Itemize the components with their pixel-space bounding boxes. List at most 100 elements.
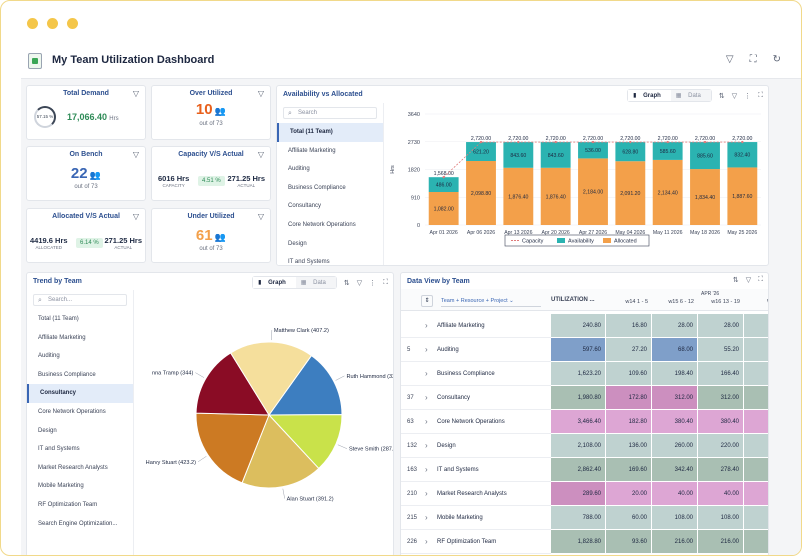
sort-icon[interactable]: ⇅ xyxy=(718,92,725,100)
fullscreen-icon[interactable]: ⛶ xyxy=(383,278,388,286)
table-cell[interactable]: 216.00 xyxy=(698,530,744,554)
table-cell[interactable]: 108.00 xyxy=(652,506,698,530)
sort-icon[interactable]: ⇅ xyxy=(343,279,350,287)
week-header[interactable]: W17 20 xyxy=(744,299,768,305)
team-list-item[interactable]: IT and Systems xyxy=(288,259,330,266)
minimize-dot-icon[interactable] xyxy=(47,18,58,29)
more-icon[interactable]: ⋮ xyxy=(744,92,752,100)
team-list-item[interactable]: Core Network Operations xyxy=(38,408,106,415)
filter-icon[interactable]: ▽ xyxy=(257,212,264,221)
table-cell[interactable]: 278.40 xyxy=(698,458,744,482)
table-cell[interactable]: 240.80 xyxy=(551,314,606,338)
filter-icon[interactable]: ▽ xyxy=(257,89,264,98)
filter-icon[interactable]: ▽ xyxy=(725,54,734,65)
chevron-right-icon[interactable]: › xyxy=(425,369,428,378)
filter-icon[interactable]: ▽ xyxy=(132,89,139,98)
chevron-right-icon[interactable]: › xyxy=(425,321,428,330)
team-list-item[interactable]: Consultancy xyxy=(27,384,133,403)
table-cell[interactable]: 1,623.20 xyxy=(551,362,606,386)
chevron-right-icon[interactable]: › xyxy=(425,345,428,354)
fullscreen-icon[interactable]: ⛶ xyxy=(749,54,757,65)
maximize-dot-icon[interactable] xyxy=(67,18,78,29)
team-list-item[interactable]: RF Optimization Team xyxy=(38,501,98,508)
table-cell[interactable]: 166.40 xyxy=(698,362,744,386)
table-cell[interactable]: 136.00 xyxy=(606,434,652,458)
table-cell[interactable]: 220.00 xyxy=(698,434,744,458)
filter-icon[interactable]: ▽ xyxy=(132,212,139,221)
team-list-item[interactable]: Business Compliance xyxy=(288,184,346,191)
table-cell[interactable]: 342.40 xyxy=(652,458,698,482)
table-cell[interactable]: 40.00 xyxy=(698,482,744,506)
filter-icon[interactable]: ▽ xyxy=(356,279,363,287)
team-list-item[interactable]: Auditing xyxy=(288,166,310,173)
close-dot-icon[interactable] xyxy=(27,18,38,29)
team-list-item[interactable]: IT and Systems xyxy=(38,446,80,453)
fullscreen-icon[interactable]: ⛶ xyxy=(758,276,763,283)
table-cell[interactable]: 109.60 xyxy=(606,362,652,386)
table-cell[interactable]: 108.00 xyxy=(698,506,744,530)
table-cell[interactable]: 182.80 xyxy=(606,410,652,434)
table-cell[interactable]: 260.00 xyxy=(652,434,698,458)
table-cell[interactable]: 27.20 xyxy=(606,338,652,362)
chevron-right-icon[interactable]: › xyxy=(425,441,428,450)
chevron-right-icon[interactable]: › xyxy=(425,513,428,522)
team-list-item[interactable]: Total (11 Team) xyxy=(277,123,383,142)
team-list-item[interactable]: Business Compliance xyxy=(38,371,96,378)
table-cell[interactable]: 312.00 xyxy=(652,386,698,410)
table-cell[interactable]: 2,108.00 xyxy=(551,434,606,458)
expand-icon[interactable]: ⇕ xyxy=(421,295,433,307)
table-cell[interactable]: 312.00 xyxy=(698,386,744,410)
data-toggle[interactable]: ▦ Data xyxy=(670,90,711,101)
team-list-item[interactable]: Mobile Marketing xyxy=(38,483,84,490)
team-list-item[interactable]: Design xyxy=(288,240,307,247)
team-list-item[interactable]: Affiliate Marketing xyxy=(288,147,336,154)
table-cell[interactable]: 16.80 xyxy=(606,314,652,338)
chevron-right-icon[interactable]: › xyxy=(425,417,428,426)
search-input[interactable]: Search... xyxy=(33,294,127,306)
table-cell[interactable]: 380.40 xyxy=(652,410,698,434)
team-list-item[interactable]: Affiliate Marketing xyxy=(38,334,86,341)
chevron-right-icon[interactable]: › xyxy=(425,465,428,474)
sort-icon[interactable]: ⇅ xyxy=(732,277,739,284)
week-header[interactable]: w16 13 - 19 xyxy=(711,299,740,305)
team-list-item[interactable]: Market Research Analysts xyxy=(38,464,108,471)
table-cell[interactable]: 788.00 xyxy=(551,506,606,530)
search-input[interactable]: Search xyxy=(283,107,377,119)
team-list-item[interactable]: Core Network Operations xyxy=(288,221,356,228)
table-cell[interactable]: 60.00 xyxy=(606,506,652,530)
table-cell[interactable]: 597.60 xyxy=(551,338,606,362)
utilization-header[interactable]: UTILIZATION ... xyxy=(551,297,595,303)
more-icon[interactable]: ⋮ xyxy=(369,279,377,287)
table-cell[interactable]: 28.00 xyxy=(698,314,744,338)
fullscreen-icon[interactable]: ⛶ xyxy=(758,91,763,99)
table-cell[interactable]: 1,828.80 xyxy=(551,530,606,554)
table-cell[interactable]: 169.60 xyxy=(606,458,652,482)
table-cell[interactable]: 55.20 xyxy=(698,338,744,362)
table-cell[interactable]: 20.00 xyxy=(606,482,652,506)
filter-icon[interactable]: ▽ xyxy=(132,150,139,159)
table-cell[interactable]: 198.40 xyxy=(652,362,698,386)
table-cell[interactable]: 172.80 xyxy=(606,386,652,410)
filter-icon[interactable]: ▽ xyxy=(731,92,738,100)
table-cell[interactable]: 289.60 xyxy=(551,482,606,506)
week-header[interactable]: w15 6 - 12 xyxy=(668,299,694,305)
table-cell[interactable]: 216.00 xyxy=(652,530,698,554)
table-cell[interactable]: 28.00 xyxy=(652,314,698,338)
table-cell[interactable]: 68.00 xyxy=(652,338,698,362)
table-cell[interactable]: 3,466.40 xyxy=(551,410,606,434)
table-cell[interactable]: 1,980.80 xyxy=(551,386,606,410)
graph-toggle[interactable]: ▮ Graph xyxy=(253,277,296,288)
data-toggle[interactable]: ▦ Data xyxy=(295,277,336,288)
chevron-right-icon[interactable]: › xyxy=(425,537,428,546)
graph-toggle[interactable]: ▮ Graph xyxy=(628,90,671,101)
table-cell[interactable]: 380.40 xyxy=(698,410,744,434)
group-by-select[interactable]: Team + Resource + Project ⌄ xyxy=(441,295,541,307)
table-cell[interactable]: 93.60 xyxy=(606,530,652,554)
team-list-item[interactable]: Search Engine Optimization... xyxy=(38,520,118,527)
team-list-item[interactable]: Consultancy xyxy=(288,203,322,210)
team-list-item[interactable]: Total (11 Team) xyxy=(38,316,79,322)
table-cell[interactable]: 40.00 xyxy=(652,482,698,506)
table-cell[interactable]: 2,862.40 xyxy=(551,458,606,482)
filter-icon[interactable]: ▽ xyxy=(745,277,752,284)
team-list-item[interactable]: Auditing xyxy=(38,353,60,360)
